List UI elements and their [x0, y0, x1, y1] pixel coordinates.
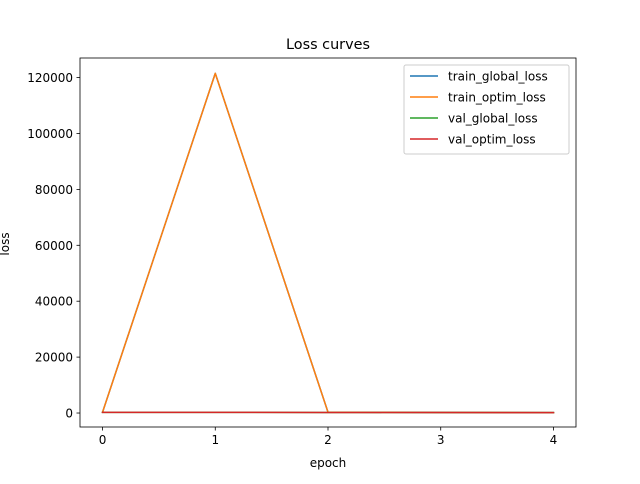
- x-tick-label: 0: [99, 433, 107, 447]
- y-tick-label: 120000: [27, 71, 73, 85]
- y-tick-label: 20000: [35, 351, 73, 365]
- y-tick-label: 100000: [27, 127, 73, 141]
- x-axis-label: epoch: [310, 456, 347, 470]
- y-axis-label: loss: [0, 232, 12, 255]
- legend-label: train_global_loss: [448, 70, 548, 84]
- x-tick-label: 2: [324, 433, 332, 447]
- x-tick-label: 1: [211, 433, 219, 447]
- y-tick-label: 80000: [35, 183, 73, 197]
- x-tick-label: 3: [437, 433, 445, 447]
- y-tick-label: 40000: [35, 295, 73, 309]
- y-tick-label: 0: [65, 407, 73, 421]
- legend-label: val_optim_loss: [448, 133, 536, 147]
- x-tick-label: 4: [550, 433, 558, 447]
- legend-label: val_global_loss: [448, 112, 538, 126]
- legend-label: train_optim_loss: [448, 91, 546, 105]
- legend: train_global_loss train_optim_loss val_glo…: [404, 65, 569, 154]
- chart-title: Loss curves: [286, 37, 370, 53]
- y-tick-label: 60000: [35, 239, 73, 253]
